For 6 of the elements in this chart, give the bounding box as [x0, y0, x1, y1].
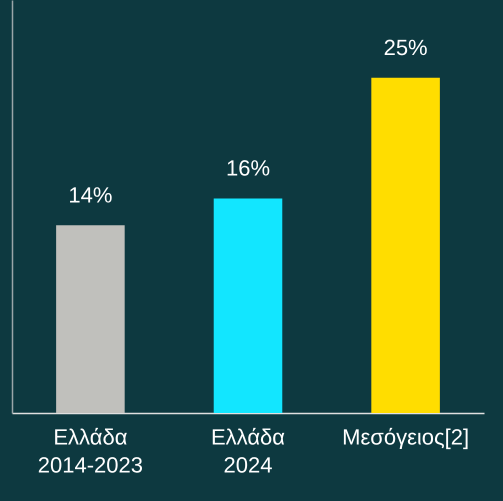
x-tick-label: Μεσόγειος[2] [342, 424, 470, 450]
data-label: 25% [384, 34, 428, 60]
data-label: 14% [68, 182, 112, 208]
x-tick-label: Ελλάδα 2024 [210, 424, 286, 478]
x-tick-label: Ελλάδα 2014-2023 [38, 424, 144, 478]
data-label: 16% [226, 155, 270, 180]
